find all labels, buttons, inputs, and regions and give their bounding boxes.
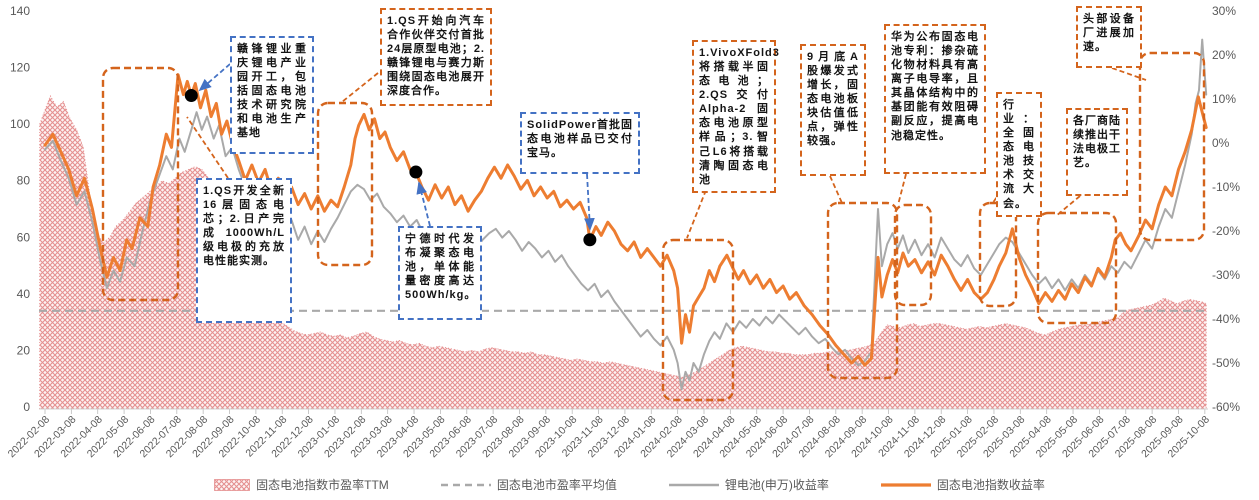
right-axis-tick-label: -10% <box>1212 180 1240 194</box>
highlight-rect <box>101 66 180 302</box>
annotation-box-ganfeng-park: 赣锋锂业重庆锂电产业园开工，包括固态电池技术研究院和电池生产基地 <box>230 36 314 154</box>
annotation-leader-line <box>1055 195 1081 217</box>
annotation-leader-line <box>897 173 907 206</box>
legend-item-pe-average: 固态电池市盈率平均值 <box>440 476 617 493</box>
legend-item-lithium-return: 锂电池(申万)收益率 <box>668 476 829 493</box>
right-axis-tick-label: -50% <box>1212 356 1240 370</box>
left-axis-tick-label: 20 <box>17 343 31 357</box>
pe-ttm-area <box>39 94 1207 410</box>
left-axis-tick-label: 80 <box>17 174 31 188</box>
right-axis-tick-label: 0% <box>1212 136 1230 150</box>
highlight-rect <box>978 201 1018 308</box>
annotation-leader-line <box>416 181 431 227</box>
right-axis-tick-label: -30% <box>1212 268 1240 282</box>
pe-ttm-area-path <box>39 94 1207 410</box>
gray-line-swatch <box>668 483 719 486</box>
annotation-box-catl-condensed: 宁德时代发布凝聚态电池，单体能量密度高达500Wh/kg。 <box>398 226 482 320</box>
left-axis-tick-label: 40 <box>17 287 31 301</box>
pink-pattern-swatch <box>214 478 251 491</box>
annotation-leader-line <box>991 177 1011 205</box>
annotation-box-solidpower-bmw: SolidPower首批固态电池样品已交付宝马。 <box>520 112 640 174</box>
event-dot <box>184 88 198 102</box>
annotation-leader-line <box>186 116 229 179</box>
legend-label: 固态电池指数市盈率TTM <box>256 478 389 492</box>
annotation-box-equipment-makers: 头部设备厂进展加速。 <box>1076 6 1142 68</box>
right-axis-tick-label: -60% <box>1212 400 1240 414</box>
left-axis-tick-label: 60 <box>17 230 31 244</box>
annotation-leader-line <box>686 189 707 239</box>
highlight-rect <box>661 238 735 402</box>
annotation-box-sept-a-share: 9月底A股爆发式增长，固态电池板块估值低点，弹性较强。 <box>800 44 866 176</box>
orange-line-swatch <box>880 482 931 487</box>
event-dot <box>409 165 423 179</box>
annotation-box-vivo-qs-zhiji: 1.VivoXFold3将搭载半固态电池；2.QS交付Alpha-2固态电池原型… <box>692 40 779 193</box>
legend: 固态电池指数市盈率TTM 固态电池市盈率平均值 锂电池(申万)收益率 固态电池指… <box>0 476 1259 493</box>
highlight-rect <box>826 201 899 380</box>
annotation-leader-line <box>341 72 379 103</box>
right-axis-tick-label: -20% <box>1212 224 1240 238</box>
annotation-leader-line <box>829 175 843 204</box>
highlight-rect <box>1138 51 1206 242</box>
left-axis-tick-label: 140 <box>10 4 30 18</box>
annotation-box-industry-conference: 行业：全固态电池技术交流大会。 <box>996 92 1042 217</box>
left-axis-tick-label: 100 <box>10 117 30 131</box>
annotation-box-qs-16layer: 1.QS开发全新16层固态电芯；2.日产完成1000Wh/L级电极的充放电性能实… <box>196 178 292 323</box>
event-dots <box>184 88 597 247</box>
legend-item-solid-state-return: 固态电池指数收益率 <box>880 476 1045 493</box>
annotation-leaders <box>186 63 1147 239</box>
annotation-leader-line <box>584 173 595 231</box>
highlight-rect <box>1036 211 1118 325</box>
annotation-box-dry-electrode: 各厂商陆续推出干法电极工艺。 <box>1066 108 1128 196</box>
legend-label: 锂电池(申万)收益率 <box>724 478 829 492</box>
highlight-rect <box>316 101 374 267</box>
right-axis-tick-label: 10% <box>1212 92 1236 106</box>
left-axis-tick-label: 0 <box>23 400 30 414</box>
left-axis-tick-label: 120 <box>10 61 30 75</box>
right-axis-tick-label: 20% <box>1212 48 1236 62</box>
legend-label: 固态电池市盈率平均值 <box>496 478 617 492</box>
right-axis-tick-label: 30% <box>1212 4 1236 18</box>
annotation-leader-line <box>198 63 231 92</box>
annotation-box-huawei-patent: 华为公布固态电池专利：掺杂硫化物材料具有高离子电导率，且其晶体结构中的基团能有效… <box>884 24 986 174</box>
annotation-box-qs-24layer: 1.QS开始向汽车合作伙伴交付首批24层原型电池；2.赣锋锂电与赛力斯围绕固态电… <box>380 8 492 106</box>
annotation-leader-line <box>1111 67 1147 81</box>
legend-item-pe-ttm: 固态电池指数市盈率TTM <box>214 476 389 493</box>
solid-state-return-line <box>43 73 1208 367</box>
event-dot <box>583 233 597 247</box>
legend-label: 固态电池指数收益率 <box>936 478 1045 492</box>
highlight-rect <box>893 203 933 307</box>
highlight-boxes <box>101 51 1206 402</box>
right-axis-tick-label: -40% <box>1212 312 1240 326</box>
gray-dash-swatch <box>440 483 491 486</box>
